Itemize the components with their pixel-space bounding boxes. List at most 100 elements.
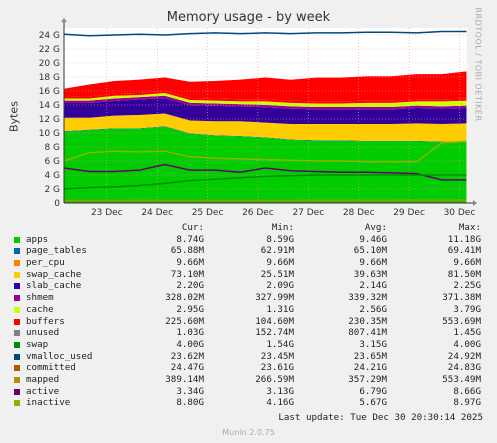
legend-row-apps: apps 8.74G 8.59G 9.46G 11.18G	[14, 234, 489, 246]
line-swap	[63, 174, 467, 190]
legend-avg: 39.63M	[353, 268, 387, 280]
y-tick-label: 20 G	[39, 59, 60, 69]
legend-avg: 807.41M	[348, 327, 387, 339]
legend-row-mapped: mapped 389.14M 266.59M 357.29M 553.49M	[14, 374, 489, 386]
legend-max: 81.50M	[447, 268, 481, 280]
legend-row-unused: unused 1.03G 152.74M 807.41M 1.45G	[14, 327, 489, 339]
legend-max: 8.97G	[453, 397, 481, 409]
legend-max: 24.92M	[447, 350, 481, 362]
legend-name: buffers	[26, 315, 65, 327]
legend-cur: 2.95G	[176, 303, 204, 315]
legend-cur: 2.20G	[176, 280, 204, 292]
legend-avg: 5.67G	[359, 397, 387, 409]
legend-name: mapped	[26, 373, 60, 385]
legend-swatch	[14, 295, 20, 302]
legend-cur: 24.47G	[170, 362, 204, 374]
area-cache	[64, 92, 467, 108]
legend-avg: 357.29M	[348, 373, 387, 385]
legend-avg: 6.79G	[359, 385, 387, 397]
legend-max: 4.00G	[453, 338, 481, 350]
legend-avg: 230.35M	[348, 315, 387, 327]
legend-header-max: Max:	[458, 222, 481, 233]
legend-max: 2.25G	[453, 280, 481, 292]
line-committed	[63, 30, 467, 37]
legend-cur: 65.88M	[170, 245, 204, 257]
legend-swatch	[14, 306, 20, 313]
legend-cur: 9.66M	[176, 257, 204, 269]
legend-row-buffers: buffers 225.60M 104.60M 230.35M 553.69M	[14, 316, 489, 328]
legend-min: 8.59G	[266, 233, 294, 245]
legend-name: apps	[26, 233, 49, 245]
line-active	[63, 163, 467, 181]
legend-cur: 1.03G	[176, 327, 204, 339]
legend-avg: 9.46G	[359, 233, 387, 245]
y-tick-label: 18 G	[39, 73, 60, 83]
legend-header-cur: Cur:	[181, 222, 204, 233]
y-tick-label: 4 G	[44, 171, 60, 181]
x-tick-label: 25 Dec	[192, 208, 224, 218]
legend-name: vmalloc_used	[26, 350, 93, 362]
y-tick-label: 14 G	[39, 101, 60, 111]
y-tick-label: 12 G	[39, 115, 60, 125]
area-slab-cache	[64, 98, 467, 125]
y-tick-label: 16 G	[39, 87, 60, 97]
x-tick-label: 26 Dec	[242, 208, 274, 218]
y-tick-label: 0	[54, 199, 60, 209]
legend-swatch	[14, 271, 20, 278]
legend-cur: 8.74G	[176, 233, 204, 245]
legend-swatch	[14, 400, 20, 407]
legend-row-vmalloc-used: vmalloc_used 23.62M 23.45M 23.65M 24.92M	[14, 351, 489, 363]
legend-cur: 3.34G	[176, 385, 204, 397]
legend-swatch	[14, 248, 20, 255]
x-tick-label: 29 Dec	[393, 208, 425, 218]
legend-min: 62.91M	[260, 245, 294, 257]
munin-version: Munin 2.0.75	[222, 428, 275, 437]
legend-swatch	[14, 330, 20, 337]
legend-min: 9.66M	[266, 257, 294, 269]
area-buffers	[64, 90, 467, 104]
legend-avg: 65.10M	[353, 245, 387, 257]
legend-swatch	[14, 341, 20, 348]
legend-cur: 389.14M	[165, 373, 204, 385]
legend-max: 11.18G	[447, 233, 481, 245]
legend-min: 266.59M	[255, 373, 294, 385]
legend-row-swap: swap 4.00G 1.54G 3.15G 4.00G	[14, 339, 489, 351]
legend-cur: 225.60M	[165, 315, 204, 327]
legend-row-per-cpu: per_cpu 9.66M 9.66M 9.66M 9.66M	[14, 257, 489, 269]
legend-name: per_cpu	[26, 257, 65, 269]
legend-min: 3.13G	[266, 385, 294, 397]
x-tick-label: 28 Dec	[343, 208, 375, 218]
legend-swatch	[14, 260, 20, 267]
legend-header-row: Cur: Min: Avg: Max:	[14, 222, 489, 234]
legend-name: swap_cache	[26, 268, 82, 280]
area-swap-cache	[64, 113, 467, 142]
x-tick-label: 27 Dec	[292, 208, 324, 218]
legend-name: cache	[26, 303, 54, 315]
y-tick-label: 6 G	[44, 157, 60, 167]
legend-row-page-tables: page_tables 65.88M 62.91M 65.10M 69.41M	[14, 245, 489, 257]
y-tick-label: 8 G	[44, 143, 60, 153]
x-tick-label: 24 Dec	[141, 208, 173, 218]
legend-min: 2.09G	[266, 280, 294, 292]
legend-avg: 23.65M	[353, 350, 387, 362]
y-axis-arrow	[61, 18, 67, 22]
legend-header-min: Min:	[271, 222, 294, 233]
legend-name: unused	[26, 327, 60, 339]
legend-cur: 4.00G	[176, 338, 204, 350]
legend-min: 1.31G	[266, 303, 294, 315]
legend-swatch	[14, 318, 20, 325]
x-tick-label: 30 Dec	[444, 208, 476, 218]
legend-cur: 328.02M	[165, 292, 204, 304]
legend-name: slab_cache	[26, 280, 82, 292]
legend-max: 371.38M	[442, 292, 481, 304]
legend-swatch	[14, 283, 20, 290]
legend-avg: 2.56G	[359, 303, 387, 315]
legend-avg: 3.15G	[359, 338, 387, 350]
legend-row-swap-cache: swap_cache 73.10M 25.51M 39.63M 81.50M	[14, 269, 489, 281]
legend-max: 553.49M	[442, 373, 481, 385]
legend-row-committed: committed 24.47G 23.61G 24.21G 24.83G	[14, 362, 489, 374]
legend-swatch	[14, 365, 20, 372]
legend-min: 25.51M	[260, 268, 294, 280]
